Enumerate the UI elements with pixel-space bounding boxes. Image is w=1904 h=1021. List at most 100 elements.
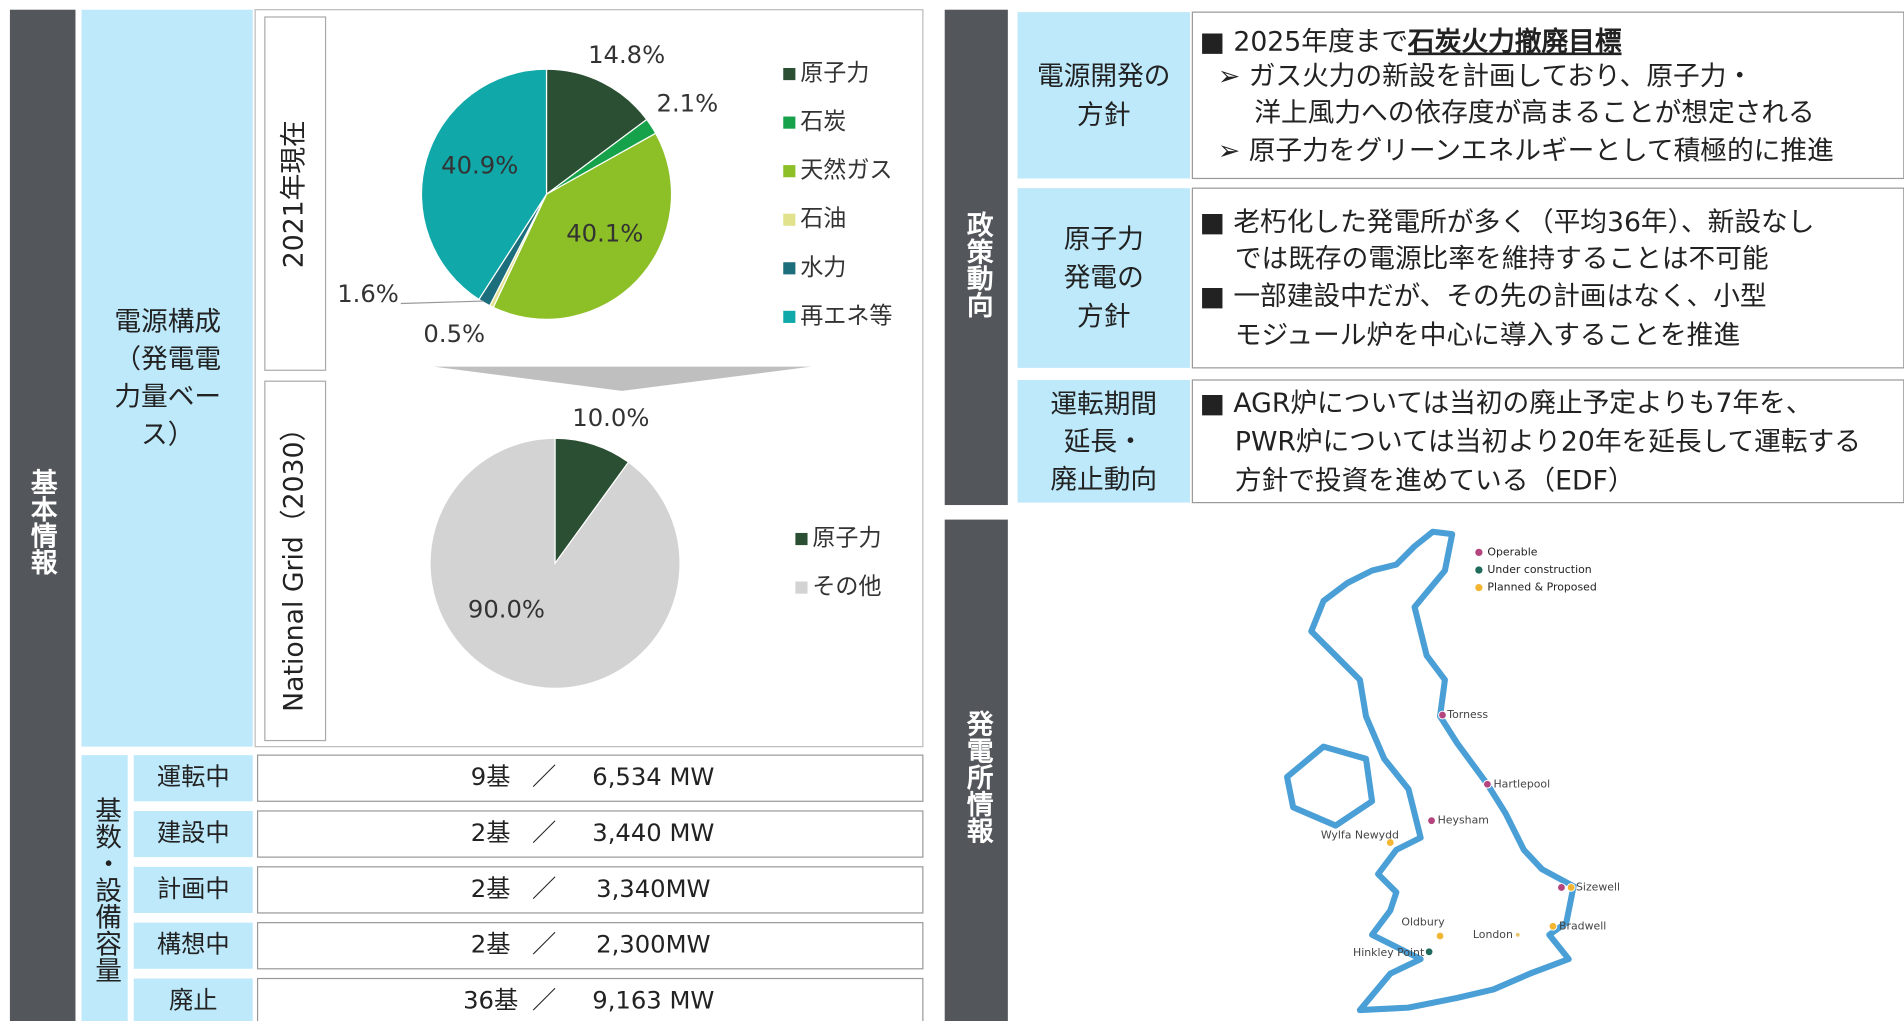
- text: 0.5%: [423, 319, 485, 348]
- legend-swatch: [783, 213, 796, 226]
- legend-swatch: [783, 67, 796, 81]
- site-dot: [1514, 931, 1521, 938]
- text: 6,534 MW: [592, 762, 714, 791]
- text: 9,163 MW: [592, 986, 714, 1015]
- site-label: Sizewell: [1576, 880, 1620, 893]
- text: 天然ガス: [800, 158, 892, 184]
- text: 建設中: [157, 818, 230, 847]
- text: 構想中: [157, 930, 230, 959]
- site-dot: [1438, 710, 1447, 720]
- site-label: Bradwell: [1559, 919, 1606, 932]
- text: ➢ ガス火力の新設を計画しており、原子力・: [1218, 61, 1753, 92]
- text: 石油: [800, 206, 846, 232]
- text: 石炭: [800, 109, 846, 135]
- text: 2021年現在: [279, 120, 310, 268]
- legend-dot: [1475, 583, 1483, 592]
- heading-box: [1017, 188, 1190, 368]
- text: その他: [812, 574, 881, 600]
- content-box: [1191, 379, 1904, 504]
- legend-swatch: [783, 310, 796, 323]
- site-dot: [1566, 883, 1576, 892]
- text: 9基: [471, 762, 511, 791]
- pie-slice: [420, 68, 548, 301]
- site-label: Wylfa Newydd: [1321, 828, 1399, 841]
- text: 運転期間: [1050, 389, 1157, 420]
- text: 3,440 MW: [592, 818, 714, 847]
- text: ／: [532, 818, 556, 847]
- site-label: London: [1473, 928, 1513, 941]
- text: 石炭火力撤廃目標: [1407, 26, 1622, 57]
- status-box: [133, 922, 253, 969]
- text: 2.1%: [657, 88, 719, 117]
- title-box: [264, 380, 327, 742]
- site-label: Hinkley Point: [1353, 946, 1425, 959]
- text: 40.1%: [566, 218, 643, 247]
- text: 水力: [800, 255, 846, 281]
- content-box: [1191, 187, 1904, 369]
- text: 2基: [471, 818, 511, 847]
- leader-line: [400, 300, 484, 305]
- site-dot: [1483, 779, 1492, 789]
- text: ■ 老朽化した発電所が多く（平均36年）、新設なし: [1200, 207, 1815, 238]
- value-box: [256, 922, 924, 970]
- text: 政策動向: [962, 211, 993, 318]
- legend-swatch: [795, 532, 808, 546]
- site-label: Heysham: [1438, 814, 1489, 827]
- text: では既存の電源比率を維持することは不可能: [1235, 243, 1769, 274]
- pie-slice: [492, 132, 673, 320]
- content-box: [1191, 11, 1904, 180]
- site-label: Oldbury: [1401, 916, 1445, 929]
- text: モジュール炉を中心に導入することを推進: [1235, 320, 1740, 351]
- legend-label: Planned & Proposed: [1487, 581, 1596, 594]
- text: 原子力: [1064, 224, 1144, 255]
- text: ／: [532, 762, 556, 791]
- site-dot: [1557, 883, 1566, 892]
- title-box: [264, 16, 327, 371]
- text: 電源構成: [114, 306, 221, 337]
- text: 10.0%: [572, 403, 649, 432]
- text: 2基: [471, 874, 511, 903]
- legend-swatch: [783, 165, 796, 178]
- text: 再エネ等: [800, 303, 892, 329]
- legend-dot: [1475, 566, 1483, 574]
- text: 運転中: [157, 762, 230, 791]
- legend-label: Operable: [1487, 545, 1537, 558]
- text: 基数・設備容量: [90, 796, 121, 983]
- label-box: [81, 755, 128, 1021]
- text: 14.8%: [588, 40, 665, 69]
- text: 2基: [471, 930, 511, 959]
- pie-slice: [554, 437, 630, 566]
- text: 廃止: [169, 986, 218, 1015]
- text: 40.9%: [441, 150, 518, 179]
- text: 原子力: [800, 61, 869, 87]
- value-box: [256, 977, 924, 1021]
- text: ■ AGR炉については当初の廃止予定よりも7年を、: [1200, 388, 1813, 419]
- text: ／: [532, 930, 556, 959]
- text: ■ 一部建設中だが、その先の計画はなく、小型: [1200, 281, 1767, 312]
- text: 発電の: [1064, 263, 1144, 294]
- site-dot: [1424, 947, 1434, 957]
- side-bar: [9, 9, 76, 1021]
- heading-box: [1017, 12, 1190, 179]
- text: 電源開発の: [1037, 61, 1170, 92]
- side-bar: [944, 519, 1008, 1021]
- text: PWR炉については当初より20年を延長して運転する: [1235, 427, 1861, 458]
- value-box: [256, 810, 924, 858]
- text: ➢ 原子力をグリーンエネルギーとして積極的に推進: [1218, 135, 1834, 166]
- site-dot: [1385, 838, 1395, 847]
- text: 原子力: [812, 526, 881, 552]
- map-outline: [1284, 743, 1376, 829]
- side-bar: [944, 9, 1008, 506]
- text: 方針: [1077, 100, 1130, 131]
- text: 方針: [1077, 302, 1130, 333]
- text: 力量ベー: [114, 382, 221, 413]
- pie-slice: [545, 68, 648, 196]
- site-label: Torness: [1446, 708, 1488, 721]
- text: 基本情報: [26, 469, 57, 577]
- text: 計画中: [157, 874, 230, 903]
- text: ス）: [141, 419, 194, 450]
- text: ／: [532, 986, 556, 1015]
- value-box: [256, 866, 924, 914]
- pie-slice: [429, 437, 681, 689]
